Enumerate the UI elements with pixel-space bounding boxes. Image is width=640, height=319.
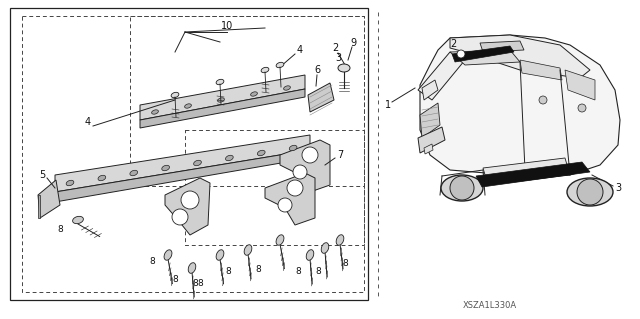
Ellipse shape [184,104,191,108]
Polygon shape [422,80,438,100]
Text: 10: 10 [221,21,233,31]
Text: 8: 8 [57,225,63,234]
Bar [185,130,364,245]
Text: 8: 8 [192,279,198,288]
Ellipse shape [261,67,269,73]
Text: 8: 8 [225,268,231,277]
Ellipse shape [164,250,172,260]
Text: 8: 8 [197,279,203,288]
Text: XSZA1L330A: XSZA1L330A [463,300,517,309]
Ellipse shape [66,180,74,186]
Polygon shape [420,103,440,138]
Polygon shape [450,50,520,65]
Polygon shape [450,35,590,78]
Polygon shape [165,178,210,235]
Polygon shape [280,140,330,192]
Ellipse shape [218,98,225,102]
Ellipse shape [171,92,179,98]
Circle shape [278,198,292,212]
Circle shape [450,176,474,200]
Polygon shape [38,195,40,218]
Ellipse shape [72,216,83,224]
Text: 8: 8 [255,265,261,275]
Polygon shape [452,46,514,62]
Text: 8: 8 [315,268,321,277]
Ellipse shape [284,86,291,90]
Ellipse shape [276,235,284,245]
Ellipse shape [567,178,613,206]
Ellipse shape [306,250,314,260]
Circle shape [287,180,303,196]
Circle shape [293,165,307,179]
Text: 3: 3 [615,183,621,193]
Polygon shape [420,35,620,175]
Ellipse shape [336,235,344,245]
Polygon shape [265,173,315,225]
Circle shape [578,104,586,112]
Ellipse shape [162,165,170,171]
Polygon shape [308,83,334,112]
Ellipse shape [130,170,138,176]
Polygon shape [140,89,305,128]
Text: 9: 9 [350,38,356,48]
Polygon shape [140,75,305,120]
Bar [22,16,364,292]
Circle shape [302,147,318,163]
Ellipse shape [216,250,224,260]
Polygon shape [520,60,562,80]
Polygon shape [483,158,570,185]
Ellipse shape [338,64,350,72]
Circle shape [181,191,199,209]
Polygon shape [418,127,445,153]
Text: 8: 8 [172,275,178,284]
Text: 8: 8 [342,259,348,269]
Bar [10,8,368,300]
Ellipse shape [225,155,233,161]
Text: 4: 4 [297,45,303,55]
Text: 4: 4 [85,117,91,127]
Ellipse shape [152,110,158,114]
Polygon shape [476,162,590,187]
Polygon shape [55,135,310,192]
Ellipse shape [188,263,196,273]
Text: 8: 8 [149,257,155,266]
Ellipse shape [257,150,265,156]
Ellipse shape [244,245,252,255]
Polygon shape [418,52,465,100]
Polygon shape [480,41,524,52]
Ellipse shape [276,62,284,68]
Ellipse shape [216,79,224,85]
Bar [130,16,364,186]
Text: 5: 5 [39,170,45,180]
Text: 6: 6 [314,65,320,75]
Ellipse shape [251,92,257,96]
Polygon shape [565,70,595,100]
Circle shape [577,179,603,205]
Text: 2: 2 [450,39,456,49]
Ellipse shape [441,175,483,201]
Ellipse shape [289,145,297,151]
Polygon shape [38,180,60,218]
Text: 2: 2 [332,43,338,53]
Circle shape [539,96,547,104]
Ellipse shape [98,175,106,181]
Polygon shape [424,144,433,154]
Ellipse shape [321,243,329,253]
Ellipse shape [194,160,202,166]
Text: 3: 3 [335,53,341,63]
Text: 7: 7 [337,150,343,160]
Circle shape [457,50,465,58]
Polygon shape [55,150,310,202]
Text: 8: 8 [295,266,301,276]
Text: 1: 1 [385,100,391,110]
Circle shape [172,209,188,225]
